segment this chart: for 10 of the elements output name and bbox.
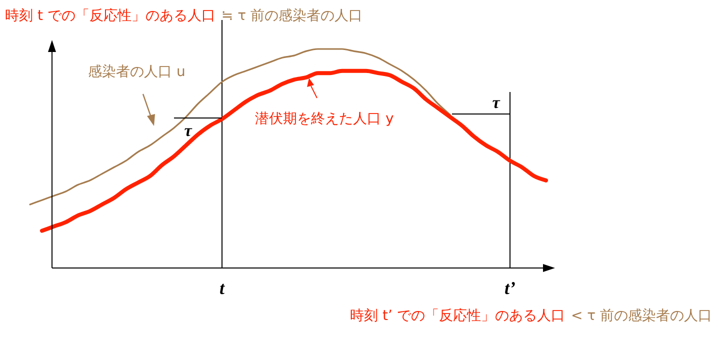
annotation: τ xyxy=(492,93,500,112)
annotation: τ xyxy=(184,121,192,140)
x-tick-label: t’ xyxy=(504,278,516,298)
chart-title: 時刻 t での「反応性」のある人口 xyxy=(5,8,216,24)
text: < τ 前の感染者の人口 xyxy=(570,308,712,324)
chart-subtitle: ≒ τ 前の感染者の人口 xyxy=(221,8,362,24)
x-tick-label: t xyxy=(219,278,226,298)
series-label: 感染者の人口 u xyxy=(88,64,186,80)
text: 時刻 t’ での「反応性」のある人口 xyxy=(350,308,565,324)
series-label: 潜伏期を終えた人口 y xyxy=(255,111,394,127)
